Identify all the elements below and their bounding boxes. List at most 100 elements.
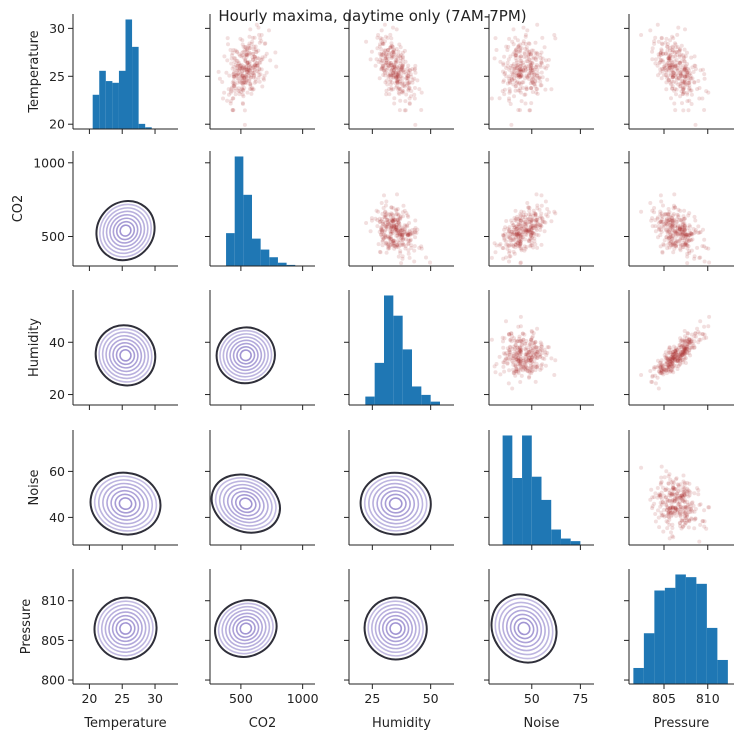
scatter-point [394,207,399,212]
scatter-point [504,74,509,79]
scatter-point [675,482,680,487]
scatter-point [511,52,516,57]
scatter-point [527,228,532,233]
scatter-point [707,505,712,510]
scatter-point [523,348,528,352]
kde-contour [215,326,276,385]
scatter-point [530,230,535,235]
kde-contour [502,605,546,652]
scatter-point [682,224,687,229]
scatter-point [666,211,671,216]
scatter-point [675,239,680,244]
scatter-point [407,86,412,90]
scatter-point [507,251,512,255]
scatter-point [383,212,388,217]
scatter-point [678,60,683,65]
scatter-point [248,51,252,56]
scatter-point [391,217,396,222]
scatter-point [539,59,544,64]
scatter-point [396,71,401,76]
scatter-point [681,345,686,350]
scatter-point [504,319,508,324]
scatter-point [242,65,247,70]
scatter-point [397,86,402,91]
scatter-point [405,213,410,218]
scatter-point [532,358,537,363]
scatter-point [683,241,688,246]
scatter-point [666,364,671,369]
scatter-point [533,213,538,218]
scatter-point [679,227,684,232]
scatter-point [251,87,256,92]
scatter-point [389,86,394,91]
scatter-point [400,232,405,237]
scatter-point [530,231,535,235]
scatter-point [369,49,374,54]
scatter-point [516,75,521,80]
scatter-point [396,213,401,218]
kde-contour [368,479,424,529]
scatter-point [675,45,680,50]
scatter-point [249,64,254,69]
scatter-point [657,54,662,59]
scatter-point [262,73,267,78]
scatter-point [237,79,242,84]
scatter-point [384,225,389,230]
scatter-point [670,219,675,223]
scatter-point [517,339,522,344]
scatter-point [514,84,519,89]
scatter-point [682,78,687,83]
scatter-point [397,79,402,84]
scatter-point [391,219,396,224]
scatter-point [501,246,506,251]
scatter-point [256,69,261,74]
scatter-point [406,63,411,68]
kde-contour [389,622,403,635]
scatter-point [494,48,499,52]
scatter-point [410,77,415,82]
scatter-point [507,249,512,254]
scatter-point [390,220,395,224]
scatter-point [678,348,683,353]
scatter-point [667,220,671,225]
scatter-point [688,232,693,237]
scatter-point [671,71,676,76]
scatter-point [688,504,693,509]
scatter-point [384,240,389,245]
scatter-point [704,246,709,250]
scatter-point [519,68,523,73]
scatter-point [231,48,236,52]
scatter-point [537,352,542,357]
scatter-point [680,225,685,230]
scatter-point [667,228,672,233]
scatter-point [682,242,687,247]
scatter-point [664,227,669,232]
scatter-point [247,52,252,57]
scatter-point [489,255,494,260]
scatter-point [666,58,671,63]
scatter-point [389,54,394,59]
scatter-point [670,236,675,241]
scatter-point [528,346,533,351]
scatter-point [684,66,689,71]
scatter-point [396,71,401,76]
scatter-point [519,73,524,78]
scatter-point [517,228,522,232]
scatter-point [674,240,678,245]
scatter-point [406,74,411,79]
scatter-point [702,508,707,513]
histogram-bar [105,81,113,129]
kde-contour [114,493,137,514]
scatter-point [690,500,695,505]
scatter-point [650,373,655,378]
scatter-point [655,375,660,380]
scatter-point [417,87,422,92]
kde-contour [99,203,152,258]
scatter-point [259,33,264,37]
scatter-point [679,228,684,233]
scatter-point [513,78,518,83]
scatter-point [667,53,672,58]
scatter-point [388,225,393,230]
scatter-point [535,203,540,208]
scatter-point [529,365,533,370]
